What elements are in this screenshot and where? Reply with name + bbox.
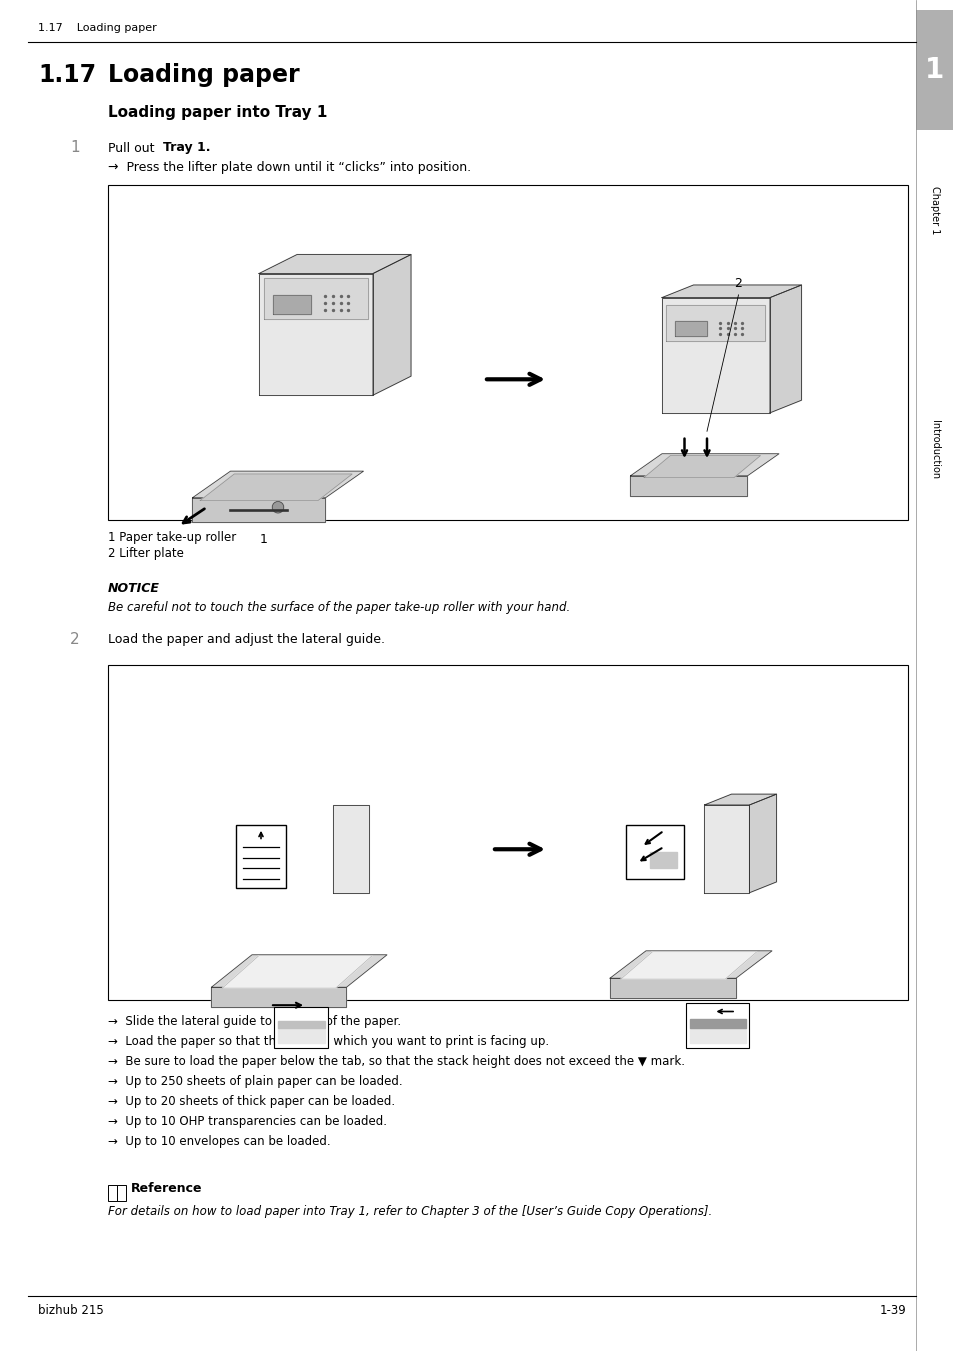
Text: 1.17    Loading paper: 1.17 Loading paper <box>38 23 156 32</box>
Text: →  Up to 250 sheets of plain paper can be loaded.: → Up to 250 sheets of plain paper can be… <box>108 1075 402 1089</box>
Polygon shape <box>200 474 352 501</box>
FancyBboxPatch shape <box>686 1002 749 1047</box>
Polygon shape <box>258 273 373 394</box>
FancyBboxPatch shape <box>625 825 683 880</box>
Text: Reference: Reference <box>131 1182 202 1194</box>
Polygon shape <box>703 794 776 805</box>
FancyBboxPatch shape <box>108 185 907 520</box>
Text: →  Press the lifter plate down until it “clicks” into position.: → Press the lifter plate down until it “… <box>108 161 471 173</box>
FancyBboxPatch shape <box>274 1006 328 1047</box>
Polygon shape <box>749 794 776 893</box>
FancyBboxPatch shape <box>108 1185 117 1201</box>
Polygon shape <box>661 285 801 297</box>
Text: 1: 1 <box>259 532 268 546</box>
Polygon shape <box>630 476 747 496</box>
Polygon shape <box>193 497 325 521</box>
Text: →  Up to 10 OHP transparencies can be loaded.: → Up to 10 OHP transparencies can be loa… <box>108 1116 387 1128</box>
Polygon shape <box>661 297 769 413</box>
Polygon shape <box>675 322 706 336</box>
Text: 1: 1 <box>924 55 943 84</box>
FancyBboxPatch shape <box>108 665 907 1000</box>
Text: 1 Paper take-up roller: 1 Paper take-up roller <box>108 531 236 544</box>
Text: For details on how to load paper into Tray 1, refer to Chapter 3 of the [User’s : For details on how to load paper into Tr… <box>108 1205 712 1219</box>
Polygon shape <box>666 305 764 340</box>
Text: Chapter 1: Chapter 1 <box>929 186 939 234</box>
Text: Loading paper into Tray 1: Loading paper into Tray 1 <box>108 105 327 120</box>
Polygon shape <box>278 1028 325 1043</box>
Polygon shape <box>703 805 749 893</box>
Text: bizhub 215: bizhub 215 <box>38 1304 104 1316</box>
Polygon shape <box>212 955 387 988</box>
Polygon shape <box>333 805 369 893</box>
Polygon shape <box>222 955 372 988</box>
Polygon shape <box>620 951 756 979</box>
Text: →  Load the paper so that the side on which you want to print is facing up.: → Load the paper so that the side on whi… <box>108 1035 549 1048</box>
Polygon shape <box>273 296 311 315</box>
Text: Load the paper and adjust the lateral guide.: Load the paper and adjust the lateral gu… <box>108 634 385 647</box>
Polygon shape <box>689 1019 745 1028</box>
Polygon shape <box>609 951 771 978</box>
Text: Tray 1.: Tray 1. <box>163 142 211 154</box>
Polygon shape <box>630 454 779 476</box>
Text: NOTICE: NOTICE <box>108 581 160 594</box>
Polygon shape <box>278 1020 325 1028</box>
Text: 1.17: 1.17 <box>38 63 96 86</box>
Text: 2: 2 <box>734 277 741 290</box>
Text: →  Be sure to load the paper below the tab, so that the stack height does not ex: → Be sure to load the paper below the ta… <box>108 1055 684 1069</box>
Circle shape <box>272 501 283 513</box>
Text: Loading paper: Loading paper <box>108 63 299 86</box>
Polygon shape <box>769 285 801 413</box>
FancyBboxPatch shape <box>915 9 953 130</box>
Text: 1-39: 1-39 <box>879 1304 905 1316</box>
Polygon shape <box>258 254 411 273</box>
Polygon shape <box>212 988 346 1006</box>
Text: Introduction: Introduction <box>929 420 939 480</box>
Text: 2 Lifter plate: 2 Lifter plate <box>108 547 184 561</box>
Text: 1: 1 <box>71 141 80 155</box>
Text: →  Up to 10 envelopes can be loaded.: → Up to 10 envelopes can be loaded. <box>108 1135 331 1148</box>
Polygon shape <box>643 455 760 478</box>
FancyBboxPatch shape <box>117 1185 126 1201</box>
Polygon shape <box>263 278 368 319</box>
Text: →  Slide the lateral guide to the size of the paper.: → Slide the lateral guide to the size of… <box>108 1016 400 1028</box>
Polygon shape <box>193 471 363 497</box>
Polygon shape <box>650 852 677 869</box>
Text: →  Up to 20 sheets of thick paper can be loaded.: → Up to 20 sheets of thick paper can be … <box>108 1096 395 1109</box>
Text: 2: 2 <box>71 632 80 647</box>
Polygon shape <box>609 978 735 998</box>
Text: Pull out: Pull out <box>108 142 158 154</box>
FancyBboxPatch shape <box>236 825 286 888</box>
Text: Be careful not to touch the surface of the paper take-up roller with your hand.: Be careful not to touch the surface of t… <box>108 601 570 615</box>
Polygon shape <box>689 1028 745 1043</box>
Polygon shape <box>373 254 411 394</box>
